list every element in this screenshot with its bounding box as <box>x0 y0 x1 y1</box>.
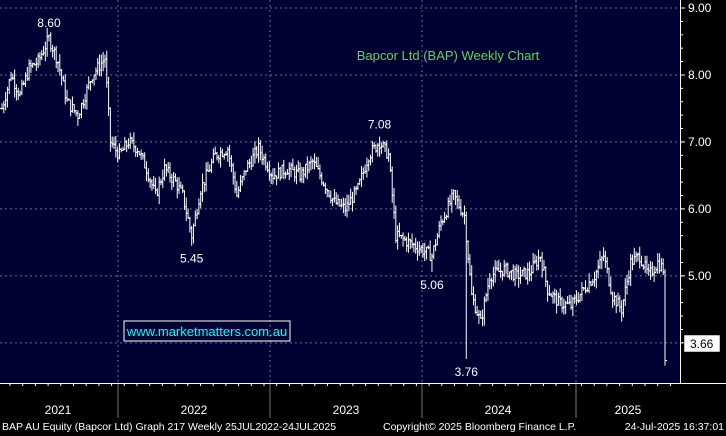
annotation-label: 8.60 <box>37 16 61 30</box>
chart-title: Bapcor Ltd (BAP) Weekly Chart <box>357 48 540 63</box>
annotation-label: 5.06 <box>420 278 444 292</box>
x-tick-label: 2025 <box>615 403 642 417</box>
annotation-labels: 8.60 5.45 7.08 5.06 3.76 <box>37 16 478 379</box>
watermark-box <box>123 320 291 342</box>
x-tick-label: 2024 <box>485 403 512 417</box>
grid-lines <box>0 0 680 383</box>
y-tick-label: 6.00 <box>688 202 712 216</box>
annotation-label: 3.76 <box>455 365 479 379</box>
x-tick-label: 2021 <box>45 403 72 417</box>
footer-bar: BAP AU Equity (Bapcor Ltd) Graph 217 Wee… <box>0 418 726 436</box>
x-tick-label: 2023 <box>333 403 360 417</box>
x-tick-label: 2022 <box>181 403 208 417</box>
ohlc-bar <box>663 269 667 366</box>
annotation-label: 7.08 <box>368 118 392 132</box>
last-price-marker: 3.66 <box>683 334 721 353</box>
y-axis: 9.008.007.006.005.004.00 <box>680 0 712 383</box>
x-axis: 2021 2022 2023 2024 2025 <box>0 383 726 418</box>
footer-copyright: Copyright© 2025 Bloomberg Finance L.P. <box>383 421 577 433</box>
y-tick-label: 5.00 <box>688 269 712 283</box>
footer-timestamp: 24-Jul-2025 16:37:01 <box>624 421 724 433</box>
last-price-label: 3.66 <box>690 337 714 351</box>
watermark-text: www.marketmatters.com.au <box>126 324 287 339</box>
y-tick-label: 9.00 <box>688 1 712 15</box>
price-bars <box>0 27 667 366</box>
y-tick-label: 7.00 <box>688 135 712 149</box>
last-price-box <box>683 334 721 353</box>
annotation-label: 5.45 <box>180 252 204 266</box>
footer-security-info: BAP AU Equity (Bapcor Ltd) Graph 217 Wee… <box>2 421 337 433</box>
y-tick-label: 8.00 <box>688 68 712 82</box>
plot-background <box>0 0 680 383</box>
